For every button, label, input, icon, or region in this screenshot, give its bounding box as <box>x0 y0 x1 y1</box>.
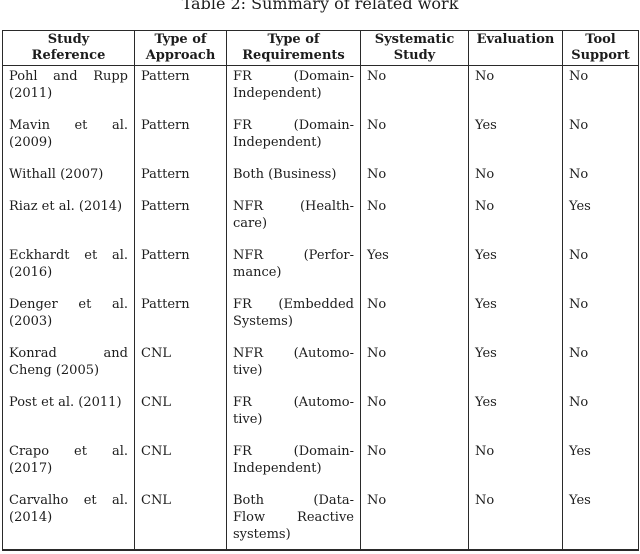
cell-tool-support: No <box>562 115 639 164</box>
cell-evaluation: No <box>468 441 563 490</box>
cell-study-reference: Mavin et al. (2009) <box>9 118 128 150</box>
cell-systematic-study: No <box>360 343 469 392</box>
cell-study-reference: Riaz et al. (2014) <box>9 199 123 214</box>
column-header-evaluation: Evaluation <box>468 30 563 66</box>
cell-type-of-requirements: NFR (Automo-tive) <box>226 343 361 392</box>
cell-type-of-requirements: Both (Data- Flow Reactive systems) <box>226 490 361 550</box>
cell-study-reference: Post et al. (2011) <box>9 395 122 410</box>
table-header-row: Study Reference Type of Approach Type of Requ… <box>2 30 639 66</box>
cell-type-of-approach: Pattern <box>134 65 227 115</box>
cell-type-of-requirements: FR (Domain- Independent) <box>226 65 361 115</box>
cell-systematic-study: No <box>360 490 469 550</box>
table-row: Mavin et al. (2009) Pattern FR (Domain- Inde… <box>3 115 639 164</box>
table-row: Withall (2007) Pattern Both (Business) No No… <box>3 164 639 196</box>
cell-tool-support: Yes <box>562 441 639 490</box>
cell-type-of-requirements: FR (Automo-tive) <box>226 392 361 441</box>
cell-evaluation: No <box>468 65 563 115</box>
cell-type-of-requirements: NFR (Perfor-mance) <box>226 245 361 294</box>
column-header-systematic: Systematic Study <box>360 30 469 66</box>
summary-table: Study Reference Type of Approach Type of Requ… <box>2 30 639 551</box>
cell-tool-support: No <box>562 343 639 392</box>
table-row: Crapo et al. (2017) CNL FR (Domain- Independ… <box>3 441 639 490</box>
cell-evaluation: Yes <box>468 245 563 294</box>
cell-type-of-approach: CNL <box>134 441 227 490</box>
cell-tool-support: No <box>562 294 639 343</box>
cell-type-of-requirements: FR (Domain- Independent) <box>226 115 361 164</box>
cell-study-reference: Pohl and Rupp (2011) <box>9 69 128 101</box>
cell-tool-support: No <box>562 164 639 196</box>
cell-study-reference: Crapo et al. (2017) <box>9 444 128 476</box>
table-caption: Table 2: Summary of related work <box>181 0 459 13</box>
cell-systematic-study: No <box>360 65 469 115</box>
cell-evaluation: Yes <box>468 115 563 164</box>
cell-tool-support: Yes <box>562 490 639 550</box>
table-body: Pohl and Rupp (2011) Pattern FR (Domain- Ind… <box>3 65 639 550</box>
cell-systematic-study: No <box>360 115 469 164</box>
cell-systematic-study: No <box>360 392 469 441</box>
cell-type-of-approach: Pattern <box>134 164 227 196</box>
cell-type-of-approach: Pattern <box>134 294 227 343</box>
cell-evaluation: Yes <box>468 343 563 392</box>
cell-type-of-approach: Pattern <box>134 245 227 294</box>
cell-systematic-study: No <box>360 294 469 343</box>
cell-type-of-approach: CNL <box>134 392 227 441</box>
table-row: Riaz et al. (2014) Pattern NFR (Health-car… <box>3 196 639 245</box>
cell-study-reference: Withall (2007) <box>9 167 104 182</box>
cell-systematic-study: No <box>360 164 469 196</box>
cell-systematic-study: Yes <box>360 245 469 294</box>
table-row: Carvalho et al. (2014) CNL Both (Data- Flow … <box>3 490 639 550</box>
cell-evaluation: No <box>468 196 563 245</box>
cell-study-reference: Konrad and Cheng (2005) <box>9 346 128 378</box>
table-header: Study Reference Type of Approach Type of Requ… <box>2 30 639 66</box>
column-header-tool: Tool Support <box>562 30 639 66</box>
cell-evaluation: Yes <box>468 294 563 343</box>
column-header-reference: Study Reference <box>31 32 106 63</box>
cell-study-reference: Carvalho et al. (2014) <box>9 493 128 525</box>
cell-type-of-approach: Pattern <box>134 115 227 164</box>
cell-study-reference: Eckhardt et al. (2016) <box>9 248 128 280</box>
cell-type-of-requirements: Both (Business) <box>226 164 361 196</box>
cell-evaluation: Yes <box>468 392 563 441</box>
cell-tool-support: No <box>562 392 639 441</box>
table-row: Eckhardt et al. (2016) Pattern NFR (Perfor-… <box>3 245 639 294</box>
cell-evaluation: No <box>468 490 563 550</box>
cell-tool-support: No <box>562 65 639 115</box>
cell-systematic-study: No <box>360 441 469 490</box>
cell-type-of-requirements: NFR (Health-care) <box>226 196 361 245</box>
cell-tool-support: No <box>562 245 639 294</box>
cell-systematic-study: No <box>360 196 469 245</box>
cell-study-reference: Denger et al. (2003) <box>9 297 128 329</box>
cell-tool-support: Yes <box>562 196 639 245</box>
column-header-approach: Type of Approach <box>134 30 227 66</box>
cell-type-of-requirements: FR (Embedded Systems) <box>226 294 361 343</box>
cell-type-of-approach: CNL <box>134 490 227 550</box>
cell-evaluation: No <box>468 164 563 196</box>
table-row: Post et al. (2011) CNL FR (Automo-tive) No Y… <box>3 392 639 441</box>
table-row: Pohl and Rupp (2011) Pattern FR (Domain- Ind… <box>3 65 639 115</box>
table-row: Konrad and Cheng (2005) CNL NFR (Automo-tiv… <box>3 343 639 392</box>
column-header-requirements: Type of Requirements <box>226 30 361 66</box>
cell-type-of-requirements: FR (Domain- Independent) <box>226 441 361 490</box>
cell-type-of-approach: CNL <box>134 343 227 392</box>
cell-type-of-approach: Pattern <box>134 196 227 245</box>
table-row: Denger et al. (2003) Pattern FR (Embedded Sy… <box>3 294 639 343</box>
